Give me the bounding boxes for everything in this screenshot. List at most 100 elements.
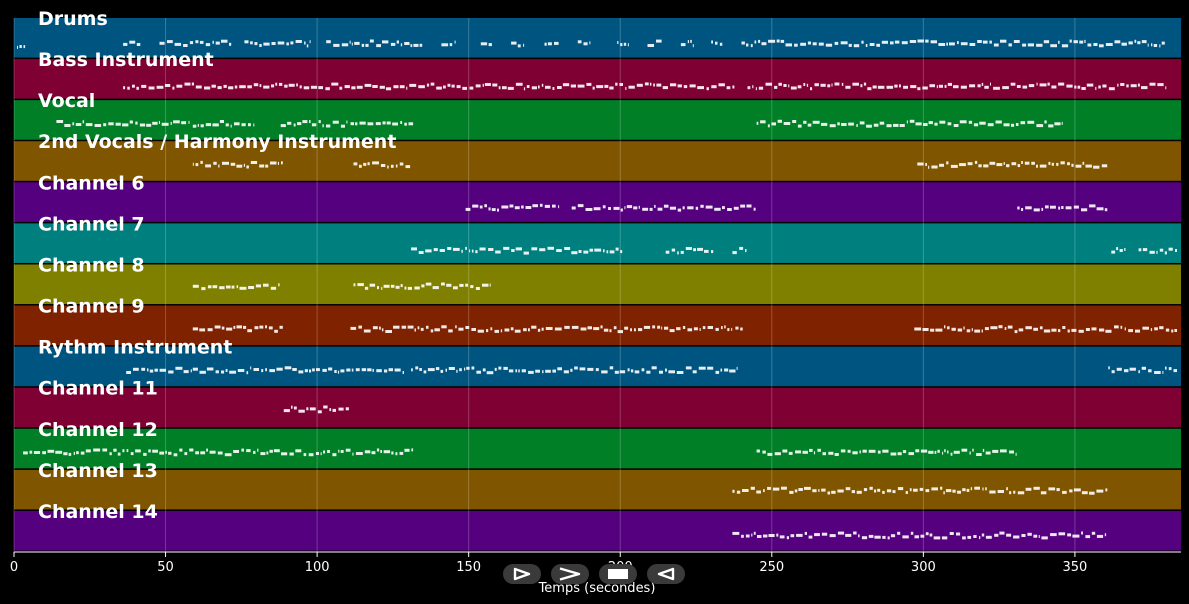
note	[1085, 328, 1090, 331]
track-lane	[14, 223, 1181, 263]
note	[1013, 535, 1020, 539]
note	[693, 248, 696, 252]
note	[873, 123, 879, 127]
note	[837, 531, 845, 535]
note	[1138, 248, 1142, 252]
note	[318, 120, 321, 124]
note	[923, 123, 928, 126]
note	[1069, 489, 1073, 493]
note	[192, 327, 199, 331]
note	[409, 83, 417, 87]
note	[807, 41, 811, 45]
note	[236, 164, 243, 168]
note	[399, 162, 404, 166]
note	[184, 82, 191, 86]
note	[800, 42, 806, 46]
note	[960, 42, 968, 46]
note	[609, 329, 612, 333]
note	[1044, 120, 1047, 124]
note	[152, 121, 158, 125]
note	[401, 325, 407, 329]
note	[718, 83, 725, 87]
note	[925, 163, 927, 166]
play-button[interactable]	[503, 564, 541, 584]
note	[1060, 161, 1065, 165]
forward-button[interactable]	[551, 564, 589, 584]
note	[173, 120, 180, 124]
note	[724, 325, 726, 329]
track-label: Channel 9	[38, 296, 145, 318]
rewind-button[interactable]	[647, 564, 685, 584]
note	[724, 368, 729, 372]
note	[603, 328, 609, 332]
note	[419, 43, 423, 47]
note	[372, 326, 378, 330]
note	[332, 120, 339, 124]
note	[595, 368, 599, 372]
note	[407, 325, 414, 329]
note	[746, 204, 752, 208]
track-label: Channel 8	[38, 254, 145, 276]
note	[1033, 208, 1040, 212]
x-axis-title: Temps (secondes)	[538, 581, 656, 596]
note	[544, 204, 550, 208]
note	[1028, 84, 1035, 88]
note	[213, 161, 217, 165]
note	[355, 122, 358, 126]
note	[992, 449, 999, 453]
note	[742, 489, 749, 492]
note	[1009, 491, 1012, 495]
note	[510, 327, 514, 331]
note	[552, 369, 556, 373]
note	[257, 448, 259, 452]
note	[404, 42, 410, 45]
note	[207, 328, 213, 332]
note	[395, 285, 400, 289]
note	[785, 43, 792, 47]
stop-button[interactable]	[599, 564, 637, 584]
note	[359, 164, 362, 168]
note	[619, 370, 626, 374]
note	[56, 120, 64, 123]
note	[664, 326, 669, 330]
note	[226, 327, 233, 331]
note	[1095, 86, 1097, 90]
note	[771, 122, 776, 126]
note	[669, 329, 675, 333]
note	[638, 205, 640, 209]
note	[751, 533, 753, 537]
note	[653, 83, 655, 87]
note	[1050, 44, 1057, 48]
note	[705, 205, 713, 209]
note	[23, 45, 26, 49]
note	[802, 450, 808, 454]
note	[1072, 534, 1080, 538]
note	[405, 165, 411, 169]
note	[925, 489, 930, 493]
note	[518, 369, 520, 373]
note	[967, 162, 973, 166]
note	[392, 122, 398, 126]
note	[903, 85, 908, 89]
note	[376, 448, 380, 452]
note	[477, 329, 484, 333]
note	[168, 370, 174, 374]
note	[1154, 327, 1158, 331]
note	[557, 86, 562, 89]
note	[720, 368, 723, 372]
note	[979, 536, 981, 540]
note	[657, 325, 661, 329]
note	[845, 85, 851, 89]
note	[226, 285, 231, 289]
note	[545, 327, 553, 330]
note	[265, 368, 267, 372]
note	[479, 205, 483, 209]
note	[861, 40, 864, 44]
note	[685, 366, 692, 370]
note	[380, 450, 382, 453]
note	[261, 369, 264, 373]
note	[545, 85, 551, 89]
note	[492, 83, 498, 87]
note	[156, 85, 164, 89]
note	[909, 119, 915, 123]
